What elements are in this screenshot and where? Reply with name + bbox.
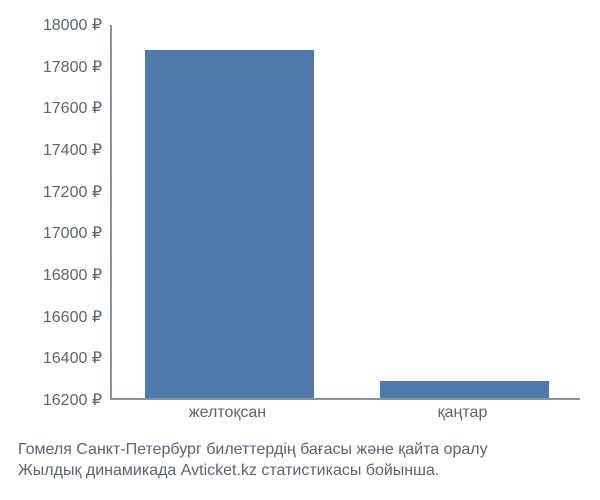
bar [145, 50, 314, 398]
y-tick-label: 16800 ₽ [2, 265, 102, 285]
y-tick-label: 17600 ₽ [2, 98, 102, 118]
y-tick-label: 16400 ₽ [2, 348, 102, 368]
x-tick-label: қаңтар [438, 404, 488, 422]
y-tick-label: 16600 ₽ [2, 307, 102, 327]
y-tick-label: 17000 ₽ [2, 223, 102, 243]
chart-caption: Гомеля Санкт-Петербург билеттердің бағас… [18, 439, 488, 482]
y-tick-label: 18000 ₽ [2, 15, 102, 35]
y-tick-label: 17800 ₽ [2, 57, 102, 77]
caption-line-2: Жылдық динамикада Avticket.kz статистика… [18, 460, 488, 482]
y-tick-label: 17400 ₽ [2, 140, 102, 160]
y-tick-label: 17200 ₽ [2, 182, 102, 202]
price-bar-chart: 16200 ₽ 16400 ₽ 16600 ₽ 16800 ₽ 17000 ₽ 17200… [0, 0, 600, 500]
bar [380, 381, 549, 398]
caption-line-1: Гомеля Санкт-Петербург билеттердің бағас… [18, 439, 488, 461]
plot-area [110, 25, 580, 400]
x-tick-label: желтоқсан [189, 404, 266, 422]
y-tick-label: 16200 ₽ [2, 390, 102, 410]
